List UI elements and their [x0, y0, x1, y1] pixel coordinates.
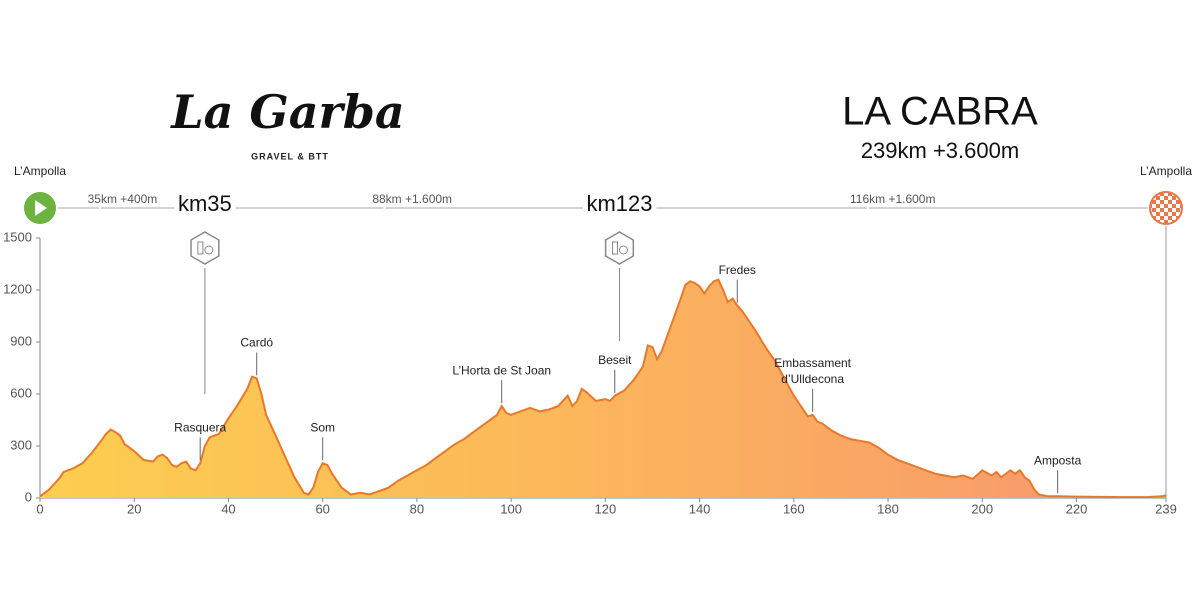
title: LA CABRA — [842, 90, 1038, 134]
annotation-label: Fredes — [719, 263, 756, 277]
x-tick-label: 100 — [500, 501, 522, 516]
finish-label: L’Ampolla — [1140, 164, 1192, 178]
segment-label: 35km +400m — [88, 192, 158, 206]
annotation-label: Rasquera — [174, 421, 226, 435]
x-tick-label: 180 — [877, 501, 899, 516]
x-tick-label: 160 — [783, 501, 805, 516]
elevation-line — [39, 278, 1167, 499]
x-tick-label: 0 — [36, 501, 43, 516]
annotation-label: d’Ulldecona — [781, 372, 844, 386]
annotation-label: Som — [310, 421, 335, 435]
subtitle: 239km +3.600m — [861, 138, 1019, 163]
x-tick-label: 220 — [1066, 501, 1088, 516]
x-tick-label: 239 — [1155, 501, 1177, 516]
x-tick-label: 200 — [971, 501, 993, 516]
x-tick-label: 20 — [127, 501, 141, 516]
y-tick-label: 1500 — [3, 229, 32, 244]
start-label: L’Ampolla — [14, 164, 66, 178]
x-tick-label: 80 — [410, 501, 424, 516]
x-tick-label: 120 — [595, 501, 617, 516]
annotation-label: Beseit — [598, 353, 632, 367]
annotation-label: L’Horta de St Joan — [452, 363, 551, 377]
logo: La Garba — [169, 85, 404, 139]
waypoint-label: km123 — [586, 191, 652, 216]
annotation-label: Embassament — [774, 356, 851, 370]
waypoint-glyph — [197, 241, 204, 255]
x-tick-label: 60 — [315, 501, 329, 516]
elevation-area — [40, 279, 1166, 498]
logo-subtitle: GRAVEL & BTT — [251, 151, 329, 161]
y-tick-label: 0 — [25, 489, 32, 504]
waypoint-glyph — [618, 245, 628, 255]
x-tick-label: 40 — [221, 501, 235, 516]
y-tick-label: 900 — [10, 333, 32, 348]
y-tick-label: 1200 — [3, 281, 32, 296]
y-tick-label: 600 — [10, 385, 32, 400]
annotation-label: Cardó — [240, 336, 273, 350]
waypoint-glyph — [611, 241, 618, 255]
y-tick-label: 300 — [10, 437, 32, 452]
waypoint-icon — [604, 231, 635, 265]
waypoint-glyph — [204, 245, 214, 255]
annotation-label: Amposta — [1034, 453, 1082, 467]
start-play — [35, 200, 47, 216]
finish-icon — [1149, 191, 1183, 225]
segment-label: 88km +1.600m — [372, 192, 452, 206]
x-tick-label: 140 — [689, 501, 711, 516]
segment-label: 116km +1.600m — [850, 192, 936, 206]
waypoint-label: km35 — [178, 191, 232, 216]
